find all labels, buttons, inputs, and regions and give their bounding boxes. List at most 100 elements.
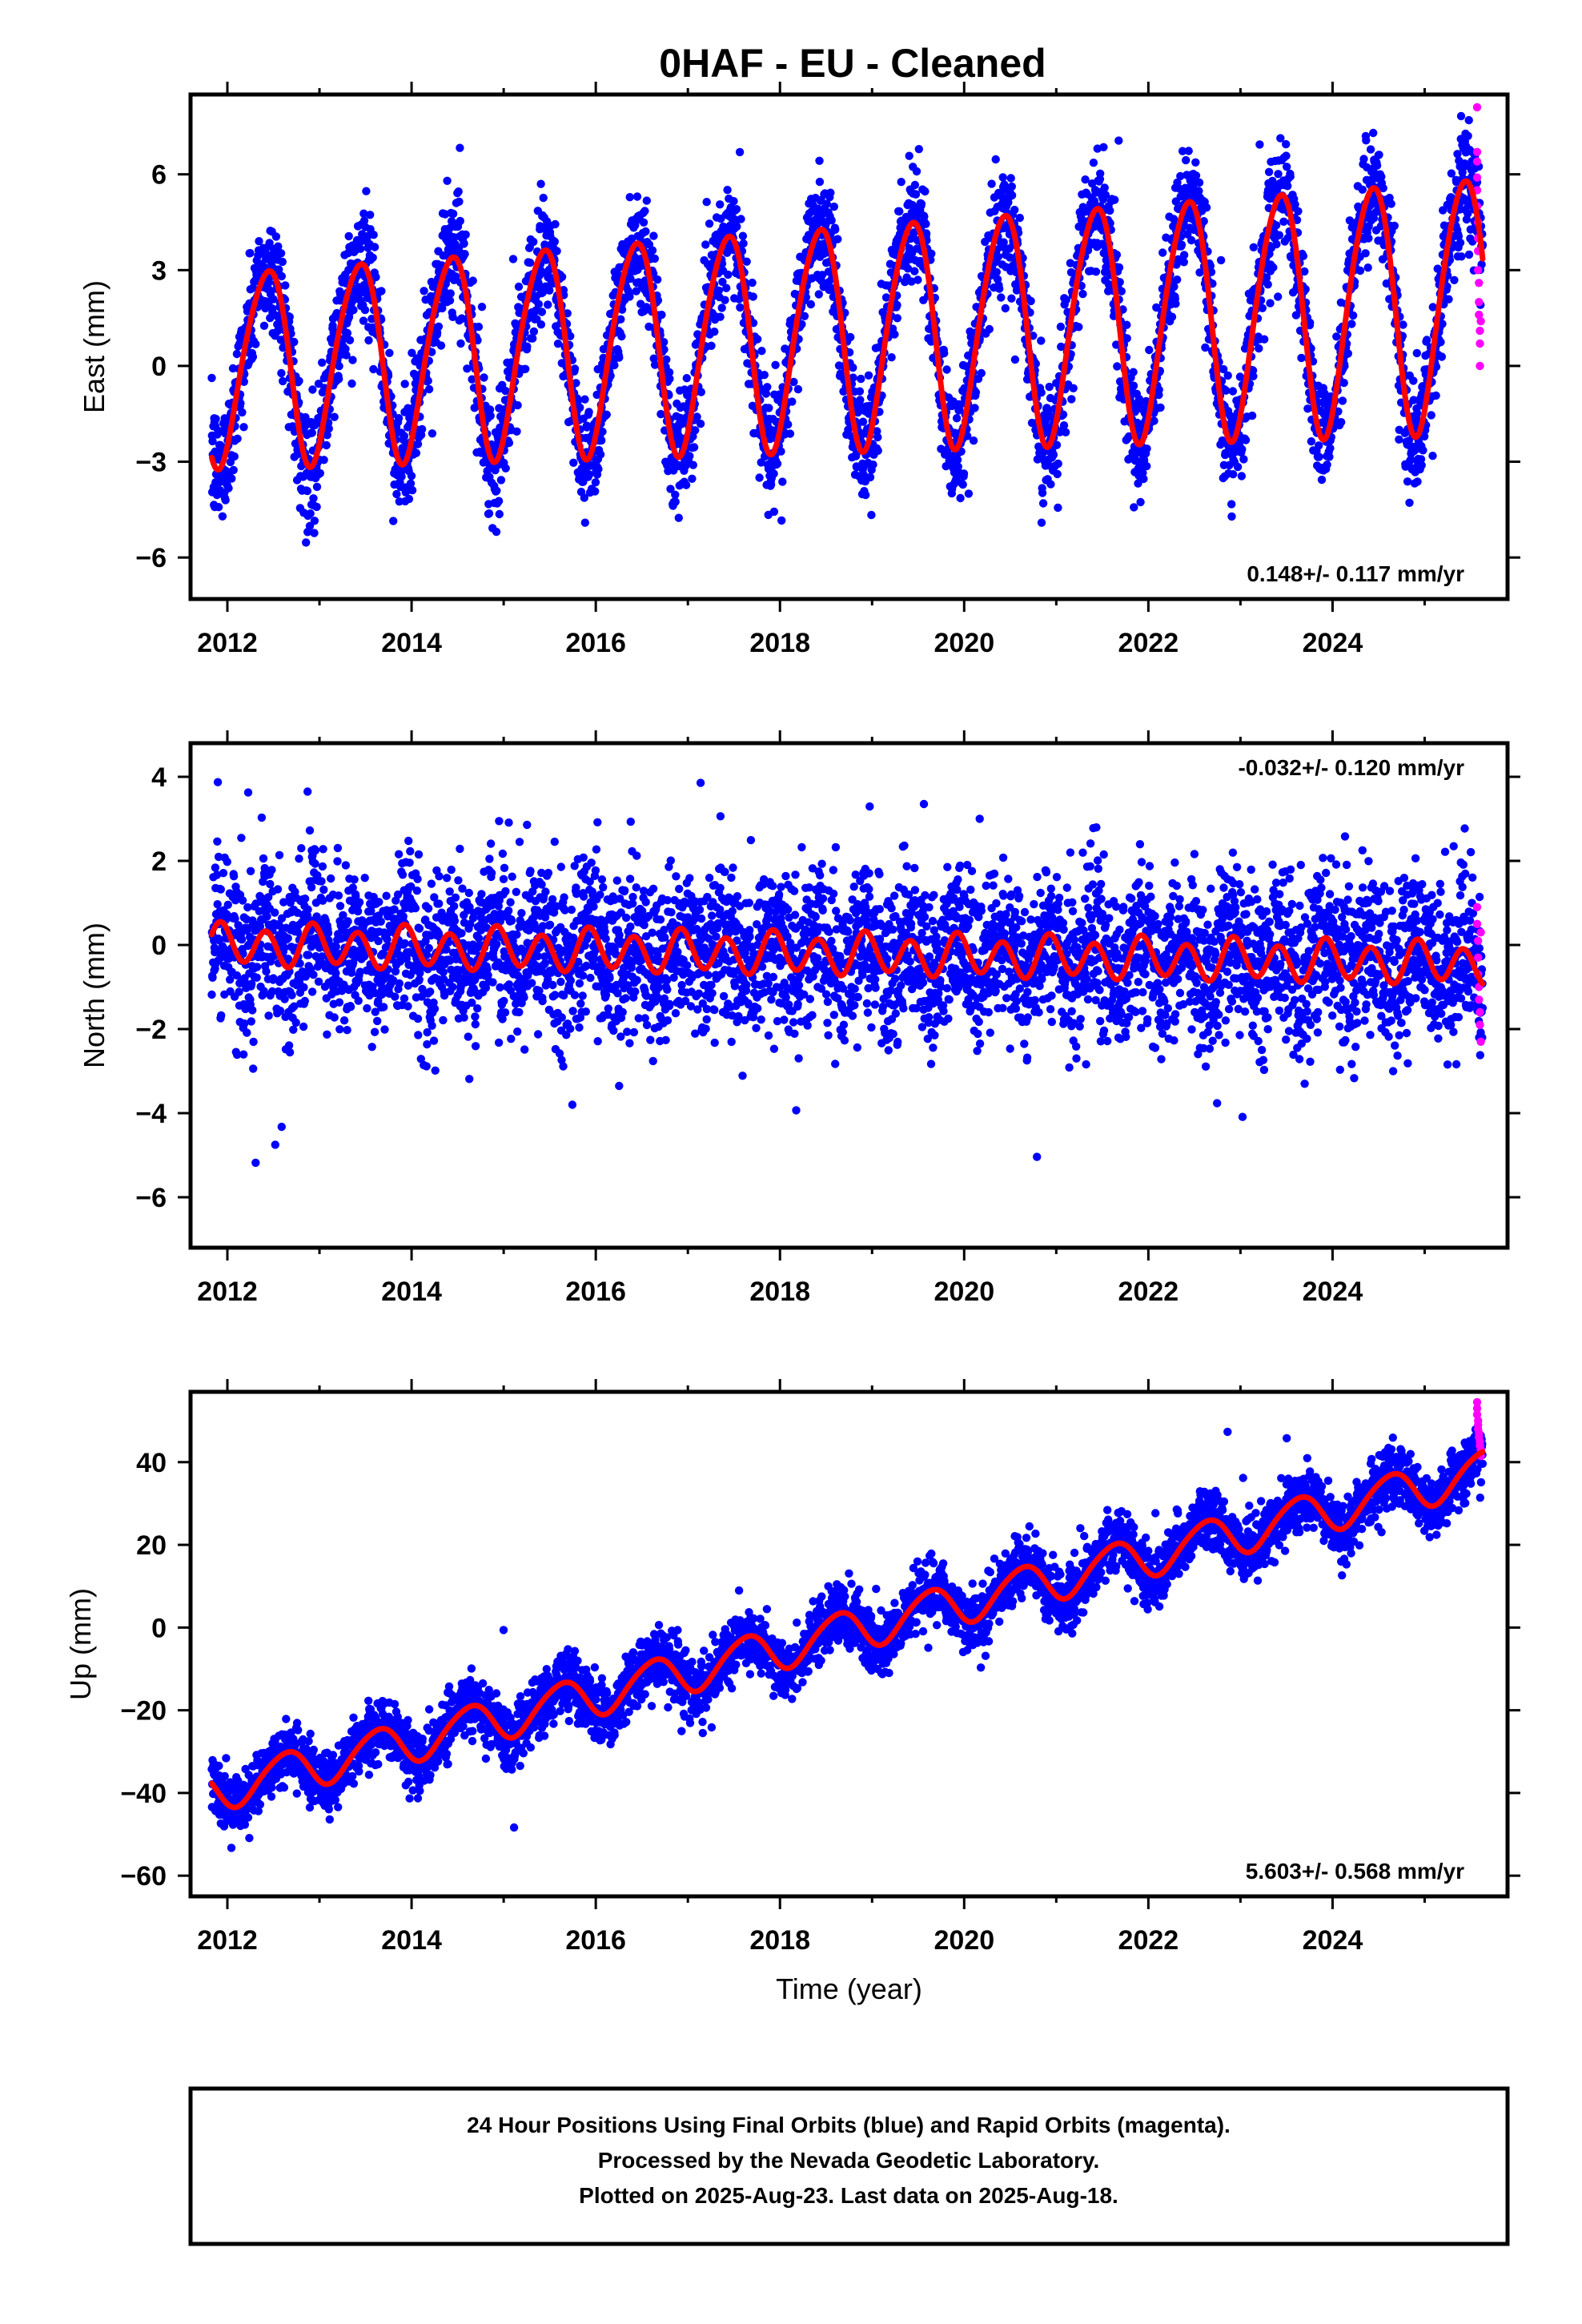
final-orbit-point [1052, 440, 1062, 449]
final-orbit-point [597, 436, 606, 445]
final-orbit-point [237, 935, 247, 944]
final-orbit-point [1237, 472, 1247, 480]
final-orbit-point [323, 431, 331, 440]
final-orbit-point [1112, 340, 1121, 349]
final-orbit-point [1409, 376, 1418, 385]
final-orbit-point [448, 209, 458, 219]
final-orbit-point [763, 383, 772, 392]
final-orbit-point [1450, 275, 1459, 284]
final-orbit-point [615, 353, 624, 362]
final-orbit-point [735, 147, 745, 157]
final-orbit-point [262, 967, 271, 976]
final-orbit-point [1000, 183, 1010, 191]
final-orbit-point [887, 353, 896, 362]
final-orbit-point [269, 295, 278, 304]
final-orbit-point [1260, 335, 1269, 344]
final-orbit-point [865, 472, 875, 482]
final-orbit-point [1158, 248, 1167, 257]
final-orbit-point [232, 349, 242, 359]
final-orbit-point [956, 493, 965, 503]
final-orbit-point [335, 362, 343, 371]
final-orbit-point [689, 443, 699, 452]
x-tick-label: 2020 [934, 628, 994, 658]
final-orbit-point [1015, 213, 1025, 223]
final-orbit-point [640, 207, 649, 215]
final-orbit-point [369, 364, 378, 374]
final-orbit-point [806, 300, 815, 309]
final-orbit-point [257, 813, 267, 822]
final-orbit-point [1456, 238, 1465, 247]
final-orbit-point [1307, 437, 1316, 446]
final-orbit-point [271, 1140, 279, 1149]
final-orbit-point [322, 440, 331, 450]
final-orbit-point [1355, 266, 1365, 275]
final-orbit-point [345, 336, 355, 344]
final-orbit-point [665, 374, 674, 384]
final-orbit-point [642, 196, 651, 205]
final-orbit-point [501, 386, 510, 396]
final-orbit-point [314, 380, 323, 388]
final-orbit-point [1167, 312, 1177, 321]
x-tick-label: 2018 [749, 628, 810, 658]
final-orbit-point [1056, 322, 1066, 332]
final-orbit-point [226, 975, 235, 984]
final-orbit-point [492, 527, 501, 537]
final-orbit-point [252, 963, 262, 971]
final-orbit-point [392, 489, 401, 499]
final-orbit-point [738, 231, 748, 240]
final-orbit-point [1037, 518, 1046, 527]
final-orbit-point [247, 1017, 255, 1026]
final-orbit-point [1183, 230, 1192, 239]
final-orbit-point [707, 341, 716, 350]
final-orbit-point [977, 368, 986, 378]
final-orbit-point [1136, 497, 1145, 507]
final-orbit-point [1173, 275, 1182, 284]
final-orbit-point [761, 389, 771, 398]
final-orbit-point [243, 788, 253, 797]
final-orbit-point [528, 334, 537, 343]
final-orbit-point [1326, 444, 1335, 452]
final-orbit-point [248, 352, 258, 361]
final-orbit-point [685, 452, 694, 460]
final-orbit-point [525, 258, 535, 267]
final-orbit-point [1233, 462, 1243, 472]
final-orbit-point [303, 486, 312, 496]
final-orbit-point [238, 896, 247, 905]
final-orbit-point [897, 178, 905, 187]
final-orbit-point [788, 397, 797, 406]
final-orbit-point [1026, 296, 1035, 306]
final-orbit-point [580, 493, 588, 502]
final-orbit-point [1315, 441, 1323, 450]
final-orbit-point [671, 490, 680, 499]
final-orbit-point [940, 348, 949, 358]
final-orbit-point [1059, 421, 1069, 430]
final-orbit-point [1186, 235, 1196, 245]
final-orbit-point [523, 342, 532, 351]
final-orbit-point [233, 434, 242, 443]
rapid-orbit-point [1472, 173, 1482, 182]
final-orbit-point [495, 509, 504, 519]
final-orbit-point [733, 222, 741, 231]
final-orbit-point [290, 337, 299, 347]
final-orbit-point [769, 507, 779, 517]
final-orbit-point [1066, 267, 1076, 277]
final-orbit-point [598, 427, 607, 436]
final-orbit-point [301, 412, 310, 422]
final-orbit-point [366, 211, 375, 219]
y-tick-label: 6 [151, 160, 167, 191]
rapid-orbit-point [1476, 316, 1485, 326]
final-orbit-point [224, 484, 233, 493]
rapid-orbit-point [1472, 147, 1482, 156]
final-orbit-point [632, 192, 642, 201]
final-orbit-point [536, 179, 545, 188]
final-orbit-point [287, 991, 296, 999]
final-orbit-point [271, 232, 281, 241]
final-orbit-point [1275, 231, 1284, 239]
final-orbit-point [660, 338, 669, 347]
final-orbit-point [420, 287, 428, 296]
final-orbit-point [1315, 452, 1323, 461]
final-orbit-point [911, 190, 921, 199]
final-orbit-point [997, 293, 1006, 302]
rapid-orbit-point [1476, 339, 1484, 348]
final-orbit-point [474, 322, 484, 332]
